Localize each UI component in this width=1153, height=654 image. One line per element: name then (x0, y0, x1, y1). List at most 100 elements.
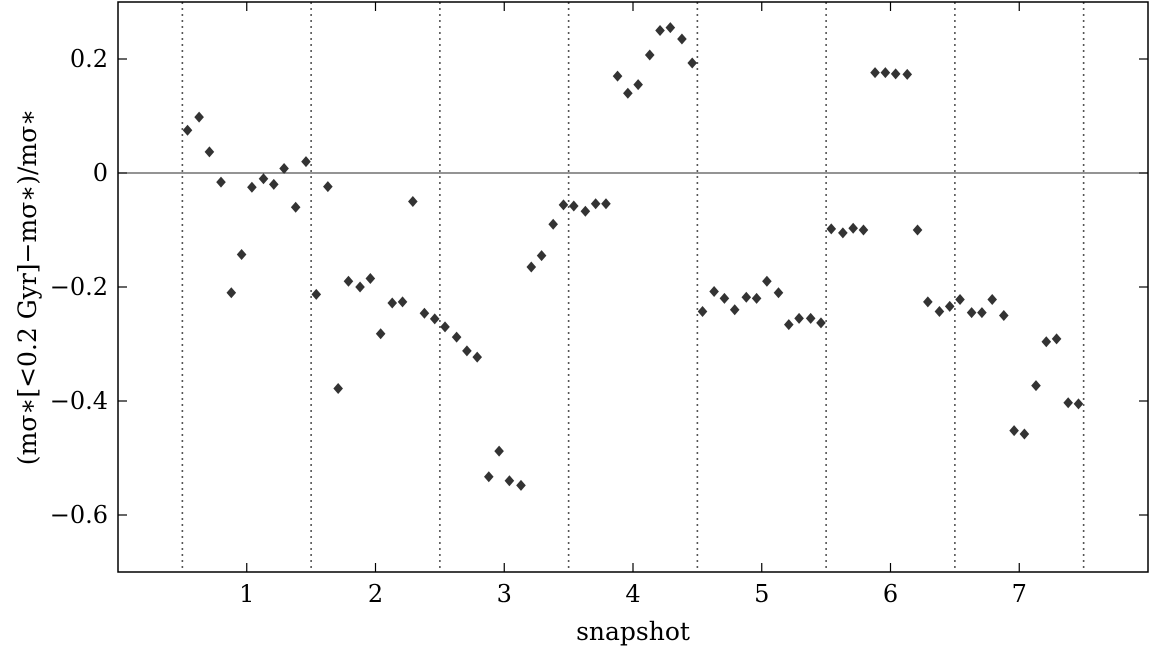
data-point (580, 205, 591, 217)
data-point (247, 181, 257, 193)
axis-ticks: 1 2 3 4 5 6 7 0.2 0 −0.2 −0.4 −0.6 (50, 2, 1148, 608)
y-tick-label: −0.6 (50, 501, 108, 529)
x-tick-label: 5 (754, 580, 769, 608)
data-point (226, 287, 237, 299)
data-point (268, 178, 279, 190)
plot-area-frame (117, 1, 1149, 573)
x-tick-label: 4 (625, 580, 640, 608)
data-point (1019, 428, 1030, 440)
data-point (601, 198, 611, 210)
data-point (311, 288, 322, 300)
data-point (858, 224, 869, 236)
data-point (536, 250, 547, 262)
data-point (987, 294, 998, 306)
data-point (912, 224, 923, 236)
y-axis-label: (mσ∗[<0.2 Gyr]−mσ∗)/mσ∗ (13, 109, 42, 465)
data-point (709, 286, 719, 298)
y-tick-label: 0.2 (70, 45, 108, 73)
data-point (762, 275, 772, 287)
data-point (677, 33, 687, 45)
data-point (880, 67, 891, 79)
data-point (590, 198, 601, 210)
data-point (665, 22, 676, 34)
data-point (343, 275, 354, 287)
data-point (375, 328, 386, 340)
x-tick-label: 6 (883, 580, 898, 608)
data-point (944, 300, 955, 312)
data-point (419, 307, 430, 319)
data-point (923, 296, 933, 308)
data-point (1051, 333, 1062, 345)
data-point (794, 312, 804, 324)
data-point (870, 67, 880, 79)
data-points (182, 22, 1084, 491)
data-point (848, 222, 858, 234)
data-point (687, 57, 698, 69)
data-point (182, 124, 193, 136)
data-point (902, 68, 913, 80)
data-point (633, 79, 643, 91)
data-point (494, 445, 504, 457)
data-point (838, 227, 848, 239)
data-point (204, 146, 215, 158)
data-point (999, 310, 1009, 321)
data-point (216, 176, 226, 188)
data-point (558, 199, 569, 211)
data-point (729, 304, 740, 316)
x-axis-label: snapshot (576, 617, 690, 646)
data-point (966, 307, 977, 319)
data-point (290, 201, 301, 213)
data-point (612, 70, 623, 82)
data-point (890, 68, 901, 80)
data-point (472, 351, 483, 363)
data-point (236, 249, 247, 261)
data-point (279, 162, 289, 174)
data-point (977, 307, 987, 319)
data-point (1009, 425, 1019, 437)
x-tick-label: 1 (239, 580, 254, 608)
data-point (440, 321, 450, 333)
data-point (323, 181, 333, 193)
data-point (355, 281, 365, 293)
data-point (719, 292, 730, 304)
data-point (751, 292, 762, 304)
y-tick-label: −0.4 (50, 387, 108, 415)
data-point (1031, 380, 1041, 392)
data-point (805, 312, 816, 324)
data-point (741, 291, 752, 303)
data-point (568, 200, 579, 212)
data-point (644, 49, 655, 61)
data-point (365, 272, 376, 284)
data-point (333, 382, 343, 394)
data-point (258, 173, 269, 185)
data-point (697, 306, 708, 318)
data-point (548, 218, 558, 230)
data-point (504, 475, 515, 487)
data-point (934, 306, 945, 318)
data-point (397, 296, 408, 308)
y-tick-label: −0.2 (50, 273, 108, 301)
data-point (429, 313, 440, 325)
data-point (451, 331, 462, 343)
data-point (826, 223, 837, 235)
data-point (408, 196, 418, 207)
data-point (1063, 397, 1073, 409)
x-tick-label: 7 (1012, 580, 1027, 608)
data-point (462, 345, 472, 357)
data-point (526, 261, 537, 273)
x-tick-label: 3 (497, 580, 512, 608)
data-point (301, 156, 311, 168)
data-point (387, 297, 398, 309)
data-point (194, 111, 204, 123)
group-separator-lines (181, 2, 1085, 572)
data-point (484, 471, 494, 483)
data-point (516, 479, 526, 491)
data-point (816, 317, 826, 329)
data-point (1073, 398, 1084, 410)
data-point (655, 25, 665, 36)
data-point (773, 287, 784, 299)
data-point (623, 87, 633, 99)
data-point (783, 319, 794, 331)
x-tick-label: 2 (368, 580, 383, 608)
